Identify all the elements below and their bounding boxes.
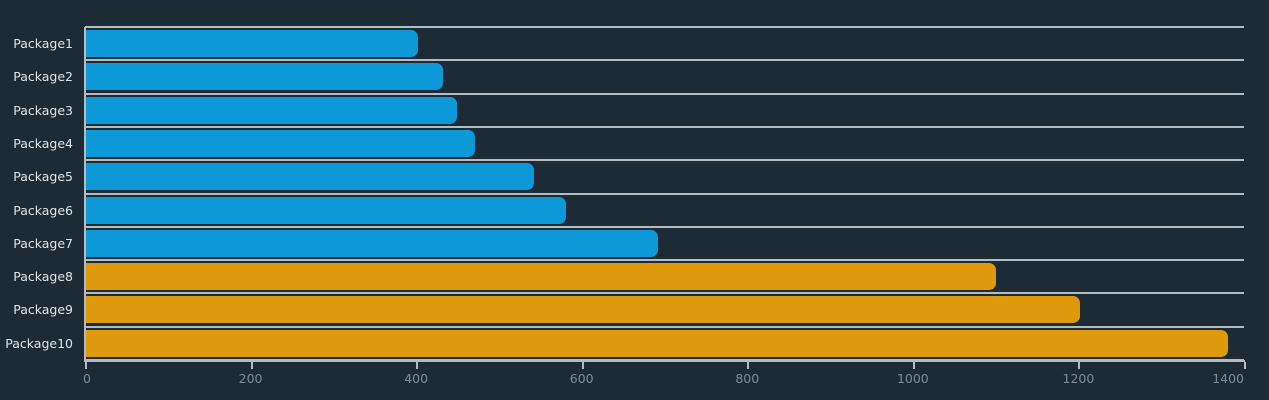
bar[interactable] [85,129,475,157]
grid-line [85,59,1244,62]
grid-line [85,92,1244,95]
bar[interactable] [85,296,1081,324]
x-tick [1078,362,1081,369]
bar-row[interactable] [85,27,1244,60]
bar-row[interactable] [85,260,1244,293]
grid-line [85,26,1244,28]
bar-row[interactable] [85,60,1244,93]
category-label: Package2 [13,69,73,85]
x-tick [1244,362,1246,369]
category-label: Package3 [13,102,73,118]
category-label: Package9 [13,302,73,318]
grid-line [85,225,1244,228]
bar-row[interactable] [85,194,1244,227]
bar[interactable] [85,229,658,257]
bar[interactable] [85,329,1229,357]
category-label: Package1 [13,36,73,51]
bar-row[interactable] [85,94,1244,127]
x-tick [250,362,253,369]
x-tick [747,362,750,369]
x-axis-line [84,360,1245,362]
x-tick-label: 1200 [1062,371,1095,386]
x-tick [85,362,87,369]
bar-row[interactable] [85,293,1244,326]
bar[interactable] [85,196,566,224]
category-label: Package10 [5,335,73,351]
grid-line [85,259,1244,262]
category-label: Package4 [13,135,73,151]
bar[interactable] [85,96,457,124]
x-tick-label: 200 [238,371,263,386]
bar[interactable] [85,30,418,57]
x-tick-label: 400 [404,371,429,386]
x-tick [912,362,915,369]
x-tick [581,362,584,369]
bar-row[interactable] [85,160,1244,193]
category-label: Package5 [13,169,73,185]
bar[interactable] [85,63,443,91]
x-tick-label: 1000 [896,371,929,386]
plot-area [85,26,1244,361]
x-tick-label: 800 [735,371,760,386]
category-label: Package6 [13,202,73,218]
grid-line [85,125,1244,128]
x-tick-label: 600 [569,371,594,386]
bar[interactable] [85,163,534,191]
grid-line [85,325,1244,328]
bar-row[interactable] [85,127,1244,160]
x-tick-label: 1400 [1212,371,1244,386]
y-axis-line [84,27,86,361]
bar[interactable] [85,263,997,291]
bar-row[interactable] [85,227,1244,260]
x-tick [416,362,419,369]
x-tick-label: 0 [83,371,91,386]
grid-line [85,292,1244,295]
bar-row[interactable] [85,327,1244,360]
category-label: Package8 [13,269,73,285]
grid-line [85,159,1244,162]
grid-line [85,192,1244,195]
category-label: Package7 [13,235,73,251]
